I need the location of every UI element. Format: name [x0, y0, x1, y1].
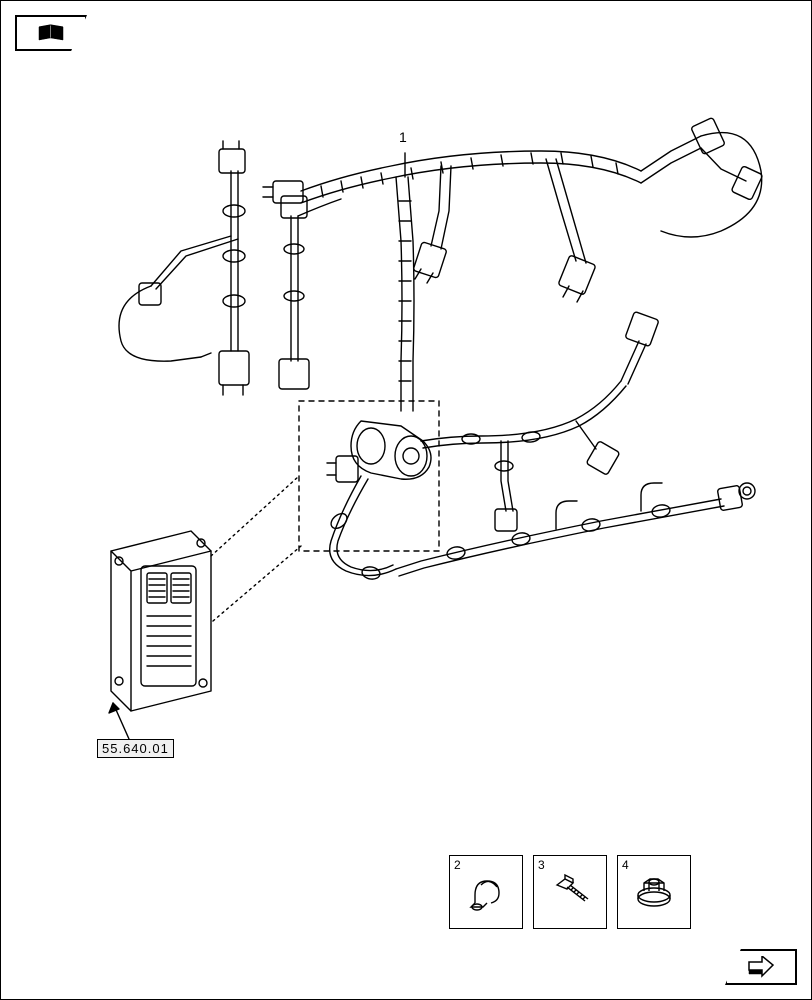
reference-label: 55.640.01 — [102, 741, 169, 756]
clamp-icon — [461, 867, 511, 917]
callout-1-num: 1 — [399, 129, 407, 145]
hardware-box-nut: 4 — [617, 855, 691, 929]
hardware-box-bolt: 3 — [533, 855, 607, 929]
page-frame: 55.640.01 1 2 3 — [0, 0, 812, 1000]
hardware-num-3: 3 — [538, 858, 545, 872]
hardware-row: 2 3 — [449, 855, 691, 929]
hardware-num-2: 2 — [454, 858, 461, 872]
hardware-num-4: 4 — [622, 858, 629, 872]
reference-box: 55.640.01 — [97, 739, 174, 758]
flange-nut-icon — [629, 867, 679, 917]
harness-diagram — [1, 1, 812, 1000]
callout-1: 1 — [399, 129, 407, 145]
bolt-icon — [545, 867, 595, 917]
hardware-box-clamp: 2 — [449, 855, 523, 929]
